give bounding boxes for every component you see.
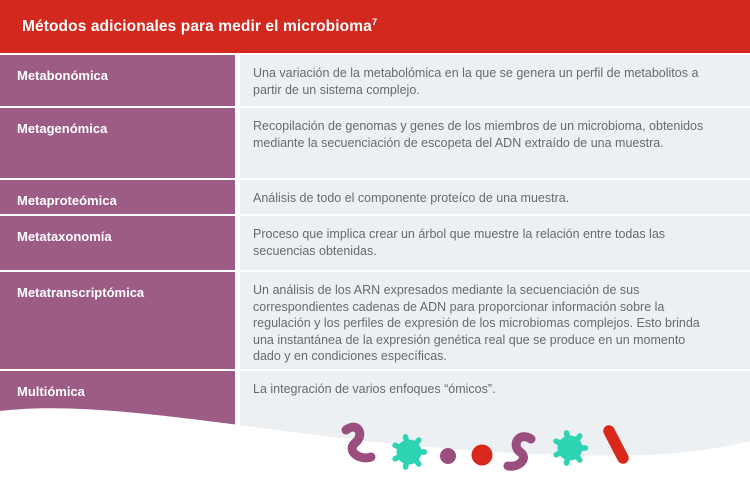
term-label: Metabonómica [17, 68, 109, 83]
table-row: Metataxonomía Proceso que implica crear … [0, 216, 750, 270]
header-bar: Métodos adicionales para medir el microb… [0, 0, 750, 53]
definition-cell: Recopilación de genomas y genes de los m… [240, 108, 750, 178]
definition-text: Recopilación de genomas y genes de los m… [253, 119, 704, 150]
table-row: Metabonómica Una variación de la metabol… [0, 55, 750, 106]
definition-cell: Un análisis de los ARN expresados median… [240, 272, 750, 369]
definition-cell: La integración de varios enfoques “ómico… [240, 371, 750, 463]
table-row: Multiómica La integración de varios enfo… [0, 371, 750, 463]
definition-table: Metabonómica Una variación de la metabol… [0, 55, 750, 465]
table-row: Metaproteómica Análisis de todo el compo… [0, 180, 750, 214]
term-label: Metagenómica [17, 121, 108, 136]
term-cell: Metabonómica [0, 55, 235, 106]
page-title: Métodos adicionales para medir el microb… [0, 17, 377, 36]
table-row: Metatranscriptómica Un análisis de los A… [0, 272, 750, 369]
column-divider [235, 180, 240, 214]
term-cell: Metatranscriptómica [0, 272, 235, 369]
page-title-text: Métodos adicionales para medir el microb… [22, 18, 372, 36]
term-cell: Metagenómica [0, 108, 235, 178]
title-reference-superscript: 7 [371, 16, 378, 28]
definition-text: La integración de varios enfoques “ómico… [253, 382, 496, 396]
term-label: Metataxonomía [17, 229, 112, 244]
definition-text: Una variación de la metabolómica en la q… [253, 66, 699, 97]
term-cell: Metataxonomía [0, 216, 235, 270]
column-divider [235, 272, 240, 369]
term-cell: Metaproteómica [0, 180, 235, 214]
definition-text: Proceso que implica crear un árbol que m… [253, 227, 666, 258]
table-row: Metagenómica Recopilación de genomas y g… [0, 108, 750, 178]
term-label: Multiómica [17, 384, 85, 399]
column-divider [235, 108, 240, 178]
column-divider [235, 55, 240, 106]
definition-cell: Una variación de la metabolómica en la q… [240, 55, 750, 106]
term-cell: Multiómica [0, 371, 235, 463]
definition-text: Análisis de todo el componente proteíco … [253, 191, 570, 205]
definition-cell: Proceso que implica crear un árbol que m… [240, 216, 750, 270]
term-label: Metaproteómica [17, 193, 117, 208]
column-divider [235, 216, 240, 270]
definition-cell: Análisis de todo el componente proteíco … [240, 180, 750, 214]
term-label: Metatranscriptómica [17, 285, 145, 300]
definition-text: Un análisis de los ARN expresados median… [253, 283, 700, 363]
